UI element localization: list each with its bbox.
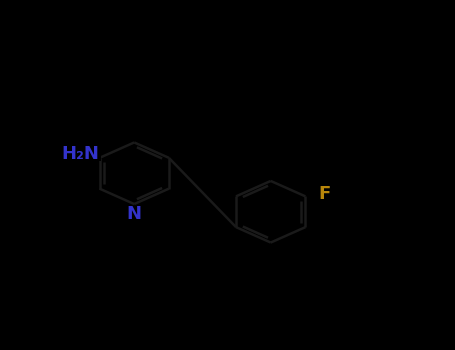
FancyBboxPatch shape: [126, 208, 142, 221]
FancyBboxPatch shape: [56, 147, 101, 161]
Text: F: F: [318, 185, 331, 203]
Text: H₂N: H₂N: [61, 145, 99, 163]
FancyBboxPatch shape: [316, 188, 333, 201]
Text: N: N: [127, 205, 142, 223]
